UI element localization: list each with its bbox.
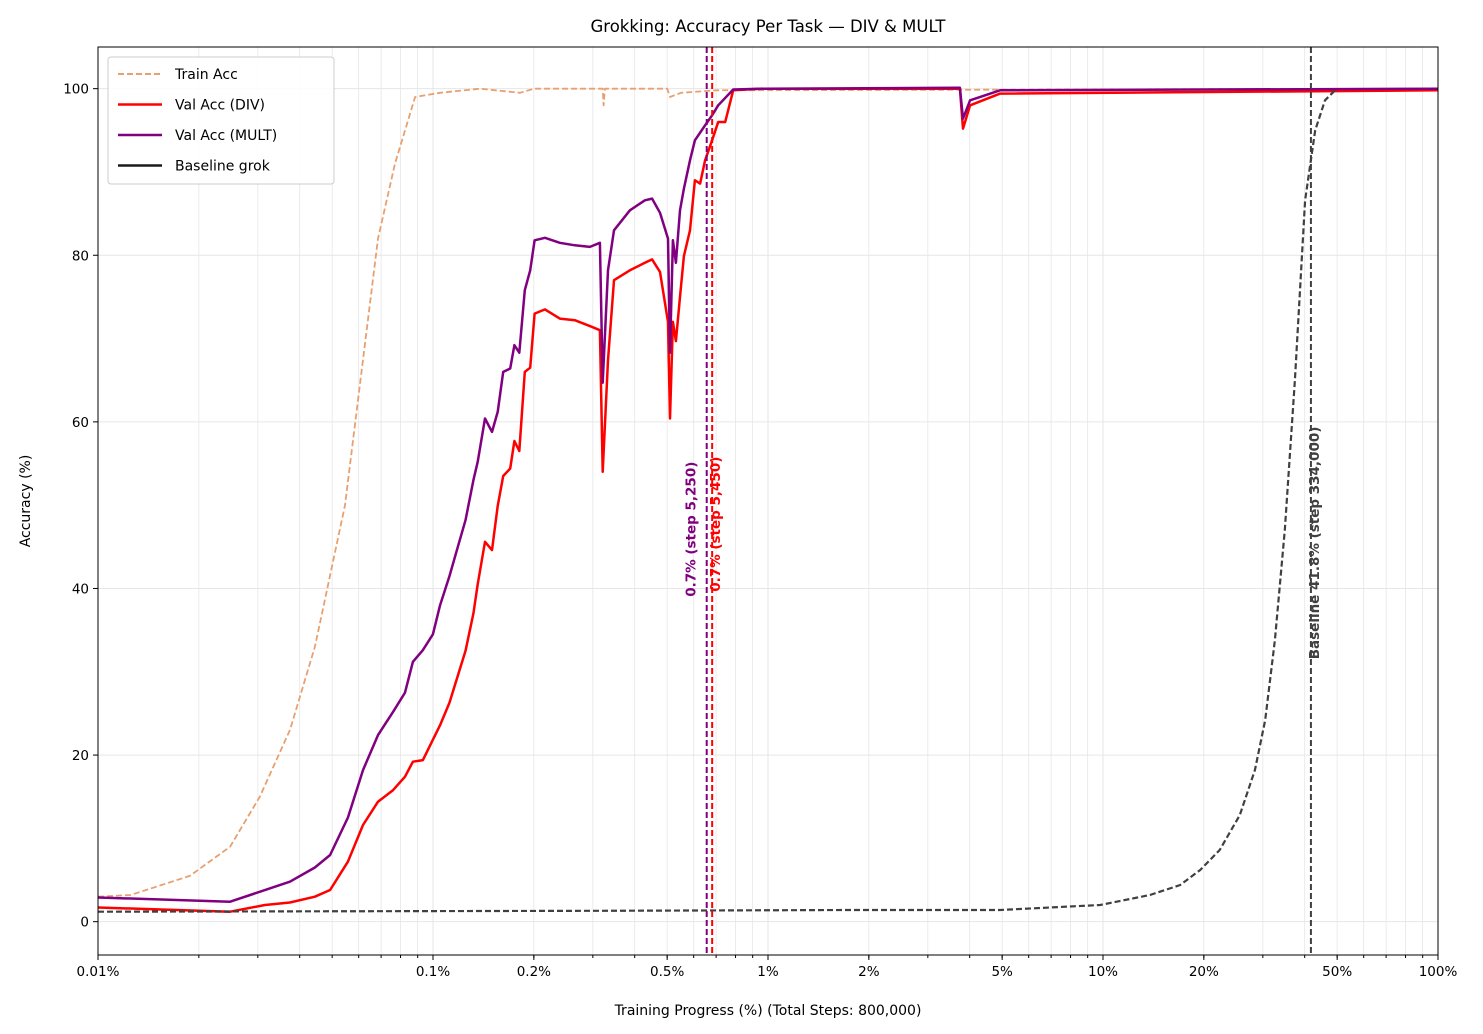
series-line-baseline-grok — [97, 89, 1336, 913]
annotation-layer: 0.7% (step 5,250) 0.7% (step 5,450) Baseli… — [684, 47, 1323, 955]
legend-label: Val Acc (DIV) — [175, 98, 265, 114]
x-tick-label: 5% — [991, 964, 1013, 980]
legend-label: Val Acc (MULT) — [175, 128, 277, 144]
vline-annotation: Baseline 41.8% (step 334,000) — [1307, 427, 1323, 660]
x-axis-label: Training Progress (%) (Total Steps: 800,… — [614, 1003, 922, 1019]
vline-annotation: 0.7% (step 5,250) — [684, 462, 700, 597]
x-tick-label: 10% — [1088, 964, 1118, 980]
chart-title: Grokking: Accuracy Per Task — DIV & MULT — [591, 17, 947, 36]
legend-box — [107, 56, 335, 185]
series-line-val-acc-mult — [97, 86, 1439, 903]
x-tick-label: 20% — [1189, 964, 1219, 980]
x-tick-label: 100% — [1419, 964, 1458, 980]
x-tick-label: 0.1% — [416, 964, 450, 980]
y-tick-label: 0 — [80, 915, 89, 931]
legend: Train Acc Val Acc (DIV) Val Acc (MULT) Base… — [107, 56, 335, 185]
y-tick-label: 60 — [72, 415, 89, 431]
series-line-train-acc — [97, 87, 1439, 898]
vline-annotation: 0.7% (step 5,450) — [708, 457, 724, 592]
x-tick-label: 1% — [757, 964, 779, 980]
y-tick-label: 100 — [63, 82, 89, 98]
x-tick-label: 0.5% — [650, 964, 684, 980]
y-tick-label: 20 — [72, 748, 89, 764]
y-tick-label: 80 — [72, 248, 89, 264]
x-tick-label: 2% — [858, 964, 880, 980]
y-tick-label: 40 — [72, 581, 89, 597]
x-tick-label: 0.01% — [77, 964, 120, 980]
tick-layer: 0 20 40 60 80 100 0.01% 0.1% 0.2% 0.5% 1% 2% 5% 10% 20… — [63, 82, 1457, 980]
x-tick-label: 0.2% — [517, 964, 551, 980]
legend-label: Train Acc — [174, 67, 238, 83]
grid — [97, 47, 1438, 955]
legend-label: Baseline grok — [175, 159, 271, 175]
x-tick-label: 50% — [1322, 964, 1352, 980]
y-axis-label: Accuracy (%) — [18, 455, 34, 548]
